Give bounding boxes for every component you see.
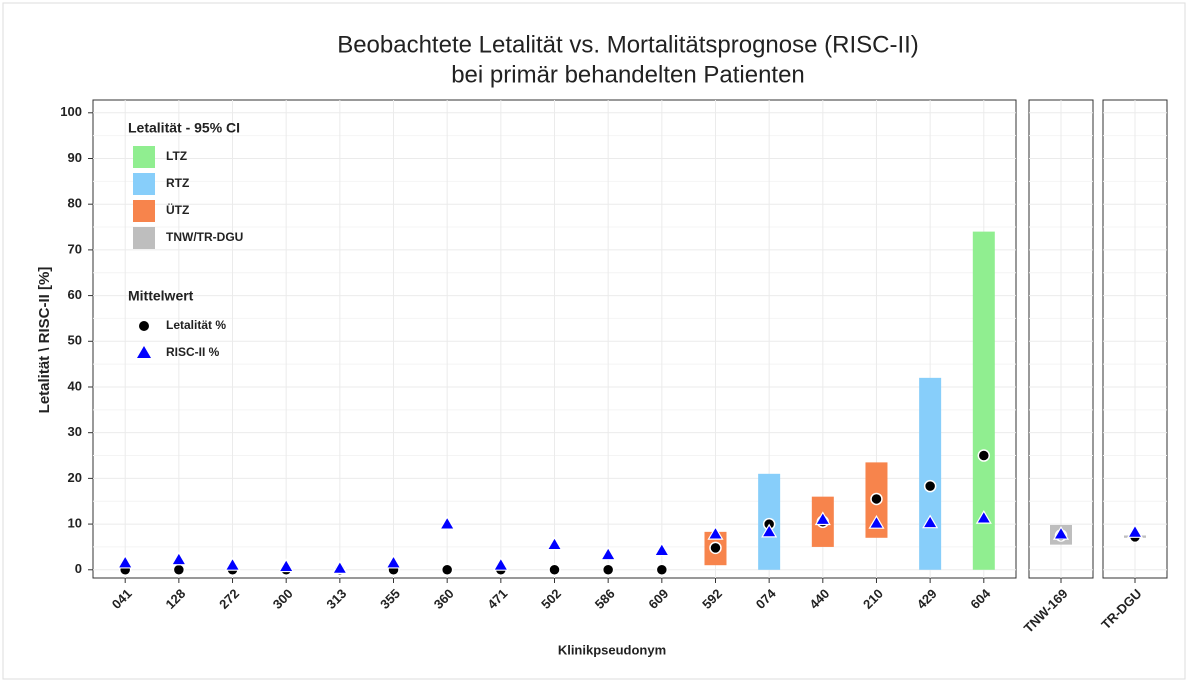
risc-point	[868, 514, 885, 529]
chart-title: Beobachtete Letalität vs. Mortalitätspro…	[337, 31, 919, 58]
letality-point	[548, 563, 561, 577]
legend-swatch	[133, 227, 155, 249]
legend-title: Mittelwert	[128, 288, 194, 304]
legend-symbol	[137, 346, 151, 358]
risc-point	[707, 525, 724, 540]
legend-symbol	[139, 321, 149, 331]
risc-point	[653, 542, 670, 557]
letality-point	[601, 563, 615, 577]
risc-point	[600, 546, 617, 561]
risc-point	[224, 557, 241, 571]
y-tick-label: 70	[68, 241, 82, 256]
risc-point	[385, 554, 402, 569]
y-axis-label: Letalität \ RISC-II [%]	[36, 267, 53, 414]
chart-subtitle: bei primär behandelten Patienten	[451, 61, 805, 88]
legend-swatch	[133, 200, 155, 222]
y-tick-label: 80	[68, 196, 82, 211]
y-tick-label: 50	[68, 333, 82, 348]
letality-point	[709, 541, 722, 555]
y-tick-label: 60	[68, 287, 82, 302]
y-tick-label: 20	[68, 470, 82, 485]
legend-label: LTZ	[166, 149, 187, 163]
y-tick-label: 30	[68, 424, 82, 439]
legend-label: RTZ	[166, 176, 189, 190]
risc-point	[546, 536, 563, 551]
y-tick-label: 40	[68, 378, 82, 393]
risc-point	[170, 551, 187, 566]
letality-point	[923, 479, 937, 493]
legend-label: ÜTZ	[166, 202, 189, 217]
risc-point	[922, 514, 939, 529]
legend-swatch	[133, 173, 155, 195]
letality-point	[977, 449, 991, 462]
risc-point	[492, 557, 509, 571]
y-tick-label: 10	[68, 516, 82, 531]
letality-point	[172, 563, 186, 577]
letality-point	[655, 563, 669, 577]
risc-point	[117, 554, 134, 569]
legend-label: Letalität %	[166, 318, 226, 332]
legend-label: TNW/TR-DGU	[166, 230, 243, 244]
legend-title: Letalität - 95% CI	[128, 120, 240, 136]
letality-point	[440, 563, 454, 577]
risc-point	[278, 558, 295, 573]
ci-bar	[919, 377, 942, 570]
risc-point	[331, 560, 348, 575]
y-tick-label: 0	[75, 561, 82, 576]
risc-point	[761, 523, 778, 538]
y-tick-label: 100	[60, 104, 82, 119]
risc-point	[975, 509, 992, 524]
risc-point	[814, 511, 831, 526]
ci-bar	[972, 231, 995, 570]
risc-point	[1052, 525, 1070, 540]
y-tick-label: 90	[68, 150, 82, 165]
letality-point	[870, 492, 883, 506]
risc-point	[1126, 524, 1144, 538]
x-axis-label: Klinikpseudonym	[558, 642, 666, 657]
legend-label: RISC-II %	[166, 345, 220, 359]
risc-point	[439, 515, 456, 530]
legend-swatch	[133, 146, 155, 168]
